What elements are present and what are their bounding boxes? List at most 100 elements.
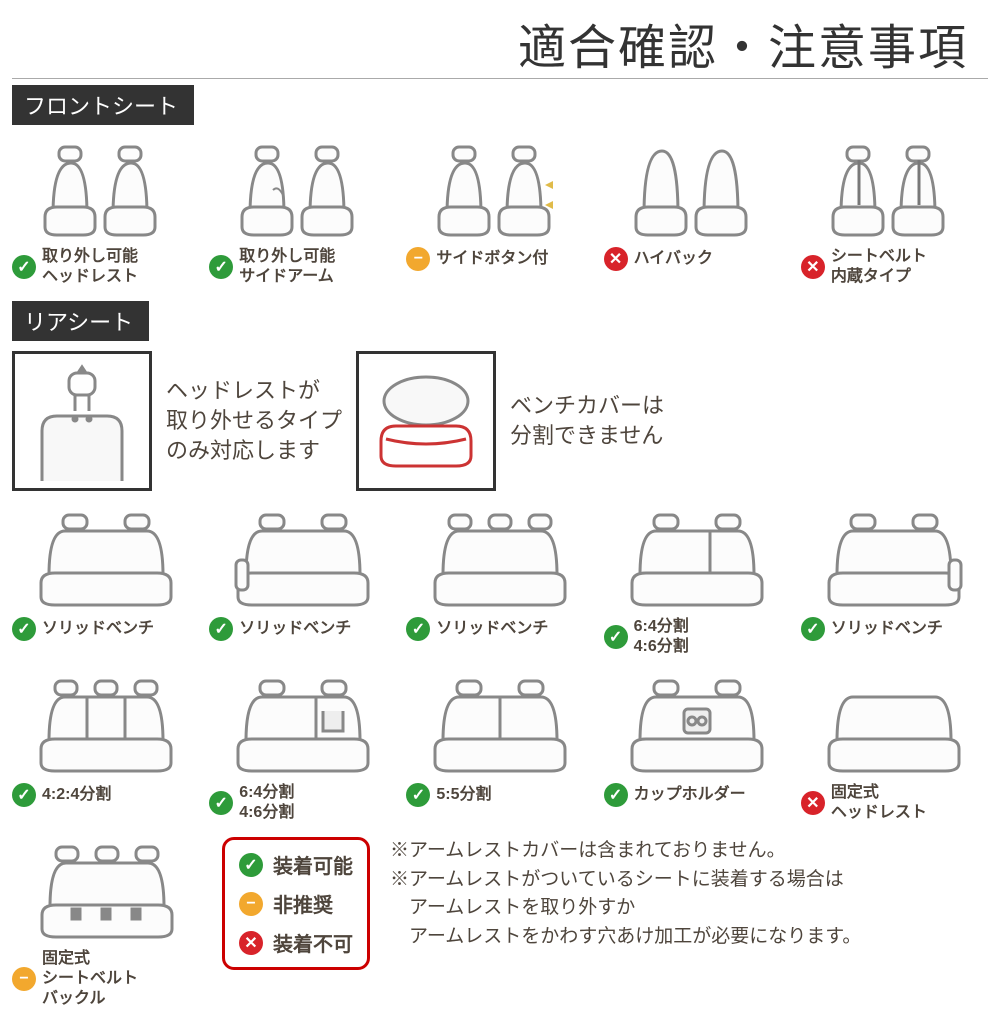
bottom-row: −固定式シートベルトバックル ✓ 装着可能 − 非推奨 ✕ 装着不可 ※アームレ… [12,837,988,1009]
seat-item: ✕シートベルト内蔵タイプ [801,135,988,287]
note-line: ※アームレストがついているシートに装着する場合は [390,866,861,895]
seat-label-row: ✓取り外し可能ヘッドレスト [12,247,199,287]
seat-label-row: −サイドボタン付 [406,247,593,271]
seat-label: ハイバック [634,249,713,269]
check-icon: ✓ [604,625,628,649]
check-icon: ✓ [239,853,263,877]
seat-label-row: ✓取り外し可能サイドアーム [209,247,396,287]
front-seat-label: フロントシート [12,85,194,125]
check-icon: ✓ [209,617,233,641]
seat-label-row: ✓ ソリッドベンチ [801,617,988,641]
seat-label: ソリッドベンチ [831,619,943,639]
seat-label: ソリッドベンチ [436,619,548,639]
seat-label: サイドボタン付 [436,249,548,269]
legend-box: ✓ 装着可能 − 非推奨 ✕ 装着不可 [222,837,370,970]
seat-item: ✕固定式ヘッドレスト [801,671,988,823]
seat-label: 4:2:4分割 [42,785,111,805]
seat-item: ✓ 4:2:4分割 [12,671,199,823]
seat-label: 6:4分割4:6分割 [239,783,294,823]
seat-diagram [622,135,772,243]
check-icon: ✓ [209,255,233,279]
seat-item: ✓ ソリッドベンチ [406,505,593,657]
seat-label-row: ✓ カップホルダー [604,783,791,807]
page-title: 適合確認・注意事項 [12,8,988,79]
check-icon: ✓ [406,617,430,641]
bench-cover-diagram [356,351,496,491]
seat-label-row: ✕ ハイバック [604,247,791,271]
seat-label-row: ✕シートベルト内蔵タイプ [801,247,988,287]
legend-warn-label: 非推奨 [273,889,333,918]
seat-label: 固定式シートベルトバックル [42,949,138,1009]
check-icon: ✓ [12,617,36,641]
minus-icon: − [12,967,36,991]
seat-label-row: ✓6:4分割4:6分割 [604,617,791,657]
check-icon: ✓ [12,255,36,279]
note-line: アームレストを取り外すか [390,894,861,923]
check-icon: ✓ [604,783,628,807]
seat-label: ソリッドベンチ [239,619,351,639]
seat-label-row: ✓6:4分割4:6分割 [209,783,396,823]
seat-diagram [32,837,182,945]
seat-item: ✕ ハイバック [604,135,791,287]
rear-info-row: ヘッドレストが取り外せるタイプのみ対応します ベンチカバーは分割できません [12,351,988,491]
x-icon: ✕ [604,247,628,271]
rear-last-item: −固定式シートベルトバックル [12,837,202,1009]
notes: ※アームレストカバーは含まれておりません。※アームレストがついているシートに装着… [390,837,861,951]
seat-label: 5:5分割 [436,785,491,805]
seat-diagram [425,505,575,613]
seat-label-row: ✓ 4:2:4分割 [12,783,199,807]
seat-item: −サイドボタン付 [406,135,593,287]
seat-diagram [425,135,575,243]
seat-diagram [819,505,969,613]
legend-warn: − 非推奨 [239,889,353,918]
check-icon: ✓ [209,791,233,815]
seat-label: ソリッドベンチ [42,619,154,639]
seat-item: ✓ ソリッドベンチ [12,505,199,657]
legend-no-label: 装着不可 [273,928,353,957]
x-icon: ✕ [801,255,825,279]
seat-diagram [622,671,772,779]
rear-seat-label: リアシート [12,301,149,341]
headrest-note: ヘッドレストが取り外せるタイプのみ対応します [166,376,342,465]
note-line: アームレストをかわす穴あけ加工が必要になります。 [390,923,861,952]
legend-ok-label: 装着可能 [273,850,353,879]
check-icon: ✓ [406,783,430,807]
note-line: ※アームレストカバーは含まれておりません。 [390,837,861,866]
check-icon: ✓ [801,617,825,641]
seat-item: ✓6:4分割4:6分割 [209,671,396,823]
seat-item: ✓ 5:5分割 [406,671,593,823]
seat-diagram [622,505,772,613]
seat-diagram [228,671,378,779]
seat-diagram [31,135,181,243]
minus-icon: − [406,247,430,271]
seat-label: 取り外し可能ヘッドレスト [42,247,138,287]
x-icon: ✕ [801,791,825,815]
seat-item: ✓取り外し可能ヘッドレスト [12,135,199,287]
headrest-removable-diagram [12,351,152,491]
minus-icon: − [239,892,263,916]
seat-label-row: ✓ ソリッドベンチ [406,617,593,641]
seat-label: 固定式ヘッドレスト [831,783,927,823]
seat-label: カップホルダー [634,785,746,805]
legend-no: ✕ 装着不可 [239,928,353,957]
legend-ok: ✓ 装着可能 [239,850,353,879]
seat-diagram [819,135,969,243]
seat-diagram [425,671,575,779]
seat-label: シートベルト内蔵タイプ [831,247,927,287]
seat-label-row: ✓ 5:5分割 [406,783,593,807]
seat-diagram [31,671,181,779]
seat-diagram [228,505,378,613]
front-seat-row: ✓取り外し可能ヘッドレスト ✓取り外し可能サイドアーム −サイドボタン付 ✕ハイ… [12,135,988,287]
seat-item: ✓ ソリッドベンチ [209,505,396,657]
rear-seat-row-1: ✓ ソリッドベンチ ✓ ソリッドベンチ ✓ ソリッドベンチ ✓6:4分割4:6分割 [12,505,988,657]
seat-diagram [228,135,378,243]
check-icon: ✓ [12,783,36,807]
seat-item: ✓ ソリッドベンチ [801,505,988,657]
bench-note: ベンチカバーは分割できません [510,391,664,450]
seat-item: ✓取り外し可能サイドアーム [209,135,396,287]
seat-label: 取り外し可能サイドアーム [239,247,335,287]
seat-label-row: −固定式シートベルトバックル [12,949,202,1009]
seat-label-row: ✓ ソリッドベンチ [209,617,396,641]
seat-label-row: ✓ ソリッドベンチ [12,617,199,641]
seat-diagram [31,505,181,613]
